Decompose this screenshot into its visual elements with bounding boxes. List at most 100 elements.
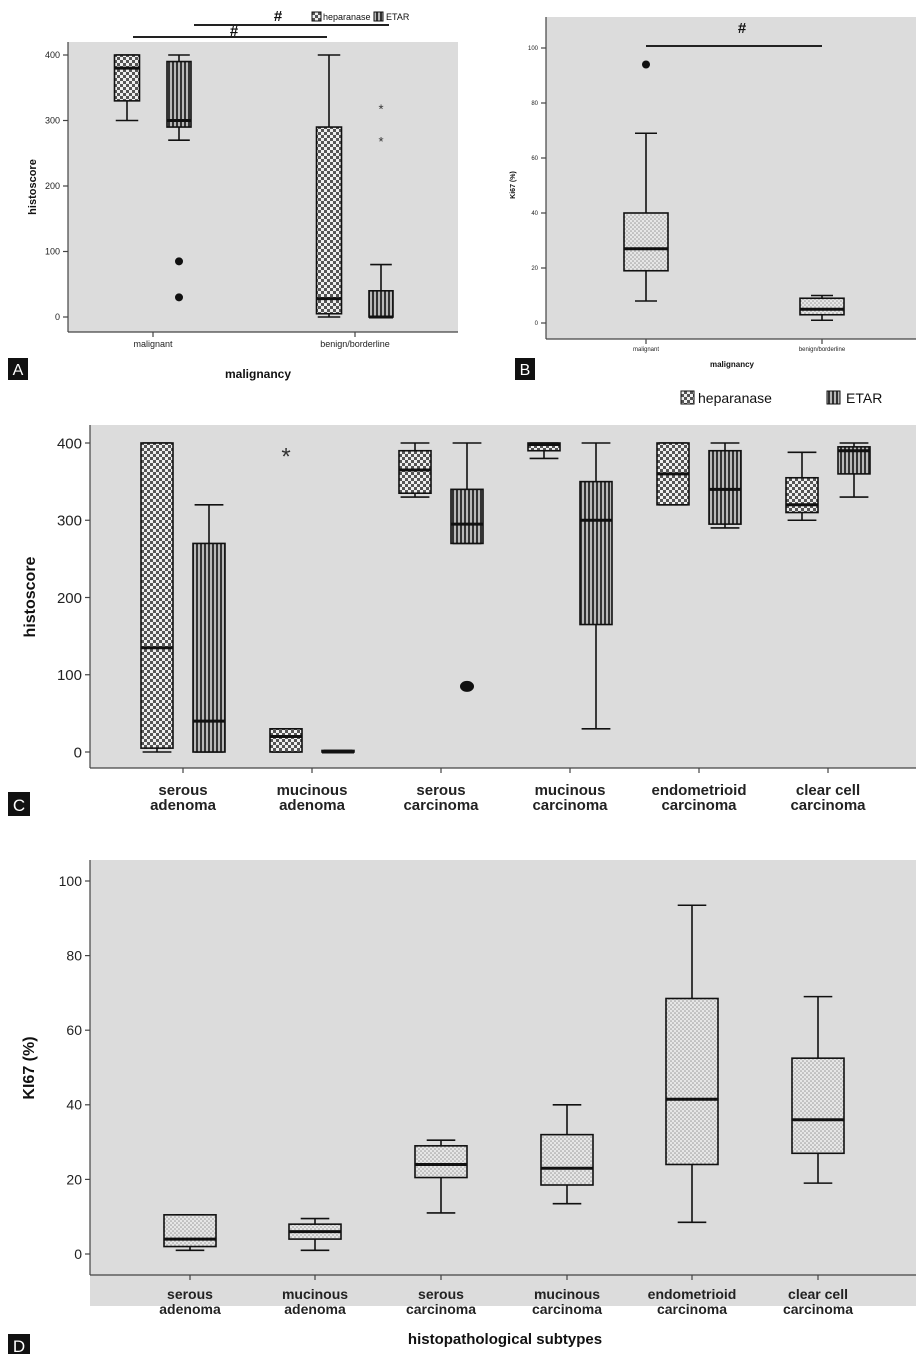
box-iqr bbox=[791, 1057, 845, 1155]
x-tick-label: clear cell carcinoma bbox=[783, 1286, 853, 1317]
box-etar-1 bbox=[192, 504, 226, 753]
legend-swatch-heparanase bbox=[680, 390, 695, 405]
x-tick-label: mucinous adenoma bbox=[277, 782, 348, 814]
y-tick-label: 100 bbox=[57, 667, 82, 684]
box-etar-3 bbox=[450, 442, 484, 692]
box-ki67-3 bbox=[414, 1139, 468, 1214]
box-iqr bbox=[527, 442, 561, 452]
box-heparanase-6 bbox=[785, 451, 819, 522]
box-iqr bbox=[140, 442, 174, 749]
box-etar-4 bbox=[579, 442, 613, 730]
boxes-layer bbox=[623, 60, 845, 322]
box-iqr bbox=[623, 212, 669, 272]
x-tick-label: benign/borderline bbox=[799, 347, 846, 353]
box-iqr bbox=[163, 1214, 217, 1248]
y-tick-label: 0 bbox=[74, 744, 82, 761]
box-iqr bbox=[113, 54, 141, 102]
x-tick-label: mucinous carcinoma bbox=[532, 782, 608, 814]
outlier-point bbox=[642, 60, 650, 69]
axes-layer: 0 100 200 300 400 malignant benign/borderline bbox=[45, 42, 458, 349]
box-heparanase-5 bbox=[656, 442, 690, 506]
y-tick-label: 100 bbox=[59, 873, 83, 889]
y-tick-label: 100 bbox=[45, 247, 60, 257]
box-ki67-1 bbox=[623, 60, 669, 302]
box-heparanase-2: * bbox=[269, 444, 303, 753]
box-iqr bbox=[269, 728, 303, 753]
panel-b: 0 20 40 60 80 100 malignant benign/borderline K… bbox=[510, 17, 916, 380]
box-iqr bbox=[785, 476, 819, 514]
boxes-layer: * bbox=[140, 442, 871, 754]
outlier-point bbox=[175, 257, 183, 266]
axes-layer: 0 100 200 300 400 serous adenoma mucinous adenom… bbox=[57, 425, 916, 814]
x-tick-label: serous carcinoma bbox=[403, 782, 479, 814]
panel-tag-c: C bbox=[13, 796, 25, 815]
outlier-point bbox=[175, 293, 183, 302]
panel-tag-d: D bbox=[13, 1337, 25, 1354]
boxes-layer bbox=[163, 904, 845, 1252]
y-tick-label: 300 bbox=[45, 116, 60, 126]
panel-tag-d-bg bbox=[8, 1334, 30, 1354]
box-etar-2: ** bbox=[368, 101, 394, 319]
y-tick-label: 0 bbox=[55, 312, 60, 322]
legend-label-etar: ETAR bbox=[386, 12, 410, 22]
legend: heparanase ETAR bbox=[311, 11, 410, 22]
box-iqr bbox=[579, 480, 613, 626]
x-tick-label: malignant bbox=[133, 339, 173, 349]
significance-layer: # bbox=[646, 20, 822, 47]
box-iqr bbox=[192, 542, 226, 753]
panel-d: 0 20 40 60 80 100 serous adenoma mucinous adenoma… bbox=[8, 860, 916, 1354]
x-tick-label: serous adenoma bbox=[150, 782, 217, 814]
panel-tag-a: A bbox=[13, 362, 24, 379]
x-tick-label: mucinous carcinoma bbox=[532, 1286, 602, 1317]
box-etar-2 bbox=[321, 749, 355, 754]
x-tick-label: benign/borderline bbox=[320, 339, 390, 349]
box-iqr bbox=[708, 449, 742, 525]
y-axis-label: histoscore bbox=[27, 159, 39, 215]
box-heparanase-3 bbox=[398, 442, 432, 498]
y-tick-label: 0 bbox=[74, 1246, 82, 1262]
box-heparanase-1 bbox=[140, 442, 174, 753]
box-ki67-2 bbox=[799, 294, 845, 322]
plot-area bbox=[546, 17, 916, 339]
y-tick-label: 60 bbox=[531, 156, 538, 162]
extreme-point: * bbox=[378, 101, 383, 116]
box-heparanase-2 bbox=[315, 54, 343, 318]
y-tick-label: 200 bbox=[45, 181, 60, 191]
axes-layer: 0 20 40 60 80 100 serous adenoma mucinous adenoma… bbox=[59, 860, 916, 1317]
box-iqr bbox=[166, 60, 192, 128]
box-ki67-1 bbox=[163, 1214, 217, 1252]
y-axis-label: Ki67 (%) bbox=[510, 171, 517, 199]
y-axis-label: KI67 (%) bbox=[21, 1036, 38, 1099]
y-tick-label: 300 bbox=[57, 513, 82, 530]
y-tick-label: 200 bbox=[57, 590, 82, 607]
box-heparanase-1 bbox=[113, 54, 141, 122]
box-etar-1 bbox=[166, 54, 192, 302]
y-tick-label: 80 bbox=[66, 948, 82, 964]
box-iqr bbox=[398, 449, 432, 495]
boxes-layer: ** bbox=[113, 54, 394, 319]
panel-tag-c-bg bbox=[8, 792, 30, 816]
box-etar-6 bbox=[837, 442, 871, 498]
plot-area bbox=[90, 860, 916, 1306]
sig-mark-etar: # bbox=[274, 8, 283, 25]
extreme-point: * bbox=[378, 134, 383, 149]
panel-tag-a-bg bbox=[8, 358, 28, 380]
box-iqr bbox=[414, 1145, 468, 1179]
legend-label-etar: ETAR bbox=[846, 390, 882, 406]
y-tick-label: 40 bbox=[66, 1097, 82, 1113]
panel-c: heparanase ETAR * 0 100 200 300 400 serous ade… bbox=[8, 390, 916, 830]
y-tick-label: 20 bbox=[66, 1171, 82, 1187]
x-tick-label: serous adenoma bbox=[159, 1286, 221, 1317]
box-ki67-4 bbox=[540, 1103, 594, 1205]
box-iqr bbox=[665, 997, 719, 1166]
x-tick-label: malignant bbox=[633, 347, 659, 353]
box-iqr bbox=[315, 126, 343, 315]
y-tick-label: 40 bbox=[531, 211, 538, 217]
extreme-point: * bbox=[281, 444, 290, 471]
significance-layer: # # bbox=[133, 8, 389, 40]
box-ki67-2 bbox=[288, 1217, 342, 1252]
panel-tag-b-bg bbox=[515, 358, 535, 380]
y-axis-label: histoscore bbox=[22, 556, 39, 637]
y-tick-label: 400 bbox=[57, 435, 82, 452]
